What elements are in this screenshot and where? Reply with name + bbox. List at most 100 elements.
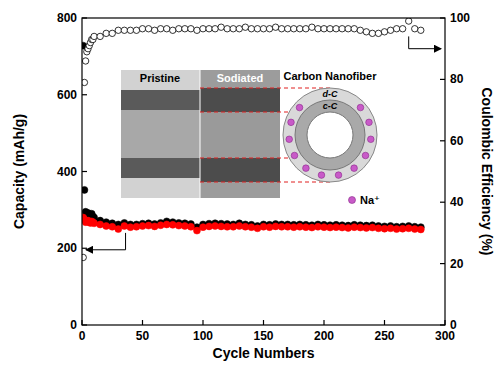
open-point [200,26,206,32]
frame [82,18,445,325]
open-point [224,26,230,32]
open-point [82,79,88,85]
open-point [303,26,309,32]
open-point [82,254,86,260]
open-point [399,26,405,32]
open-point [309,24,315,30]
open-point [145,26,151,32]
y-tick [82,324,87,325]
open-point [176,26,182,32]
open-point [151,27,157,33]
arrow-right-axis [409,36,441,48]
inset: PristineSodiatedd-Cc-CCarbon NanofiberNa… [121,70,380,206]
chart: PristineSodiatedd-Cc-CCarbon NanofiberNa… [0,0,495,368]
ion-label: Na⁺ [360,194,380,206]
y-tick [82,248,87,249]
open-point [103,30,109,36]
point [91,220,98,227]
y2-tick [440,17,445,18]
x-tick [202,320,203,325]
y-tick-label: 200 [57,241,77,255]
x-tick [263,320,264,325]
y-tick-label: 0 [70,318,77,332]
x-tick [384,320,385,325]
open-point [387,27,393,33]
point [121,222,128,229]
open-point [133,27,139,33]
open-point [351,26,357,32]
open-point [91,33,97,39]
point [82,186,88,193]
tem-sodiated [200,70,280,198]
layer-label: d-C [323,89,338,99]
layer-label: c-C [323,101,338,111]
open-point [115,27,121,33]
y2-tick-label: 60 [450,134,464,148]
open-point [339,26,345,32]
tem-fiber [121,90,200,178]
x-tick-label: 50 [136,329,150,343]
open-point [218,24,224,30]
divider [200,70,201,198]
open-point [418,27,424,33]
pointer-arrows [86,36,441,249]
open-point [206,26,212,32]
x-tick [444,320,445,325]
open-point [272,24,278,30]
y2-tick-label: 0 [450,318,457,332]
point [248,224,255,231]
y2-tick [440,202,445,203]
open-point [369,30,375,36]
open-point [248,26,254,32]
open-point [260,26,266,32]
open-point [82,58,88,64]
open-point [182,26,188,32]
ion-dot [318,172,325,179]
open-point [285,26,291,32]
y2-axis-title: Coulombic Efficiency (%) [479,87,495,255]
open-point [278,26,284,32]
tem-wall [121,158,200,178]
tem-wall [121,90,200,110]
ion-key [349,197,356,204]
open-point [363,29,369,35]
x-tick [81,320,82,325]
open-point [127,27,133,33]
y2-tick [440,140,445,141]
open-point [315,26,321,32]
open-point [357,27,363,33]
y-tick [82,171,87,172]
open-point [242,24,248,30]
y2-tick [440,79,445,80]
open-point [170,27,176,33]
point [417,226,424,233]
series [82,42,424,231]
x-tick-label: 0 [79,329,86,343]
ion-dot [288,119,295,126]
ion-dot [366,119,373,126]
layer-c-c [295,100,365,170]
open-point [97,33,103,39]
y2-tick-label: 20 [450,257,464,271]
open-point [297,26,303,32]
open-point [188,26,194,32]
x-tick-label: 150 [253,329,273,343]
point [151,223,158,230]
arrow-left-axis [86,233,126,250]
axes: 0501001502002503000200400600800020406080… [57,11,470,343]
open-point [109,30,115,36]
ion-dot [367,136,374,143]
y2-tick-label: 100 [450,11,470,25]
x-tick-label: 200 [314,329,334,343]
ion-dot [291,152,298,159]
open-point [291,26,297,32]
point [187,223,194,230]
open-point [375,30,381,36]
y-tick [82,17,87,18]
y-tick-label: 800 [57,11,77,25]
ion-dot [286,136,293,143]
open-point [412,26,418,32]
tem-hollow [121,110,200,158]
marks [82,18,424,261]
x-tick [323,320,324,325]
